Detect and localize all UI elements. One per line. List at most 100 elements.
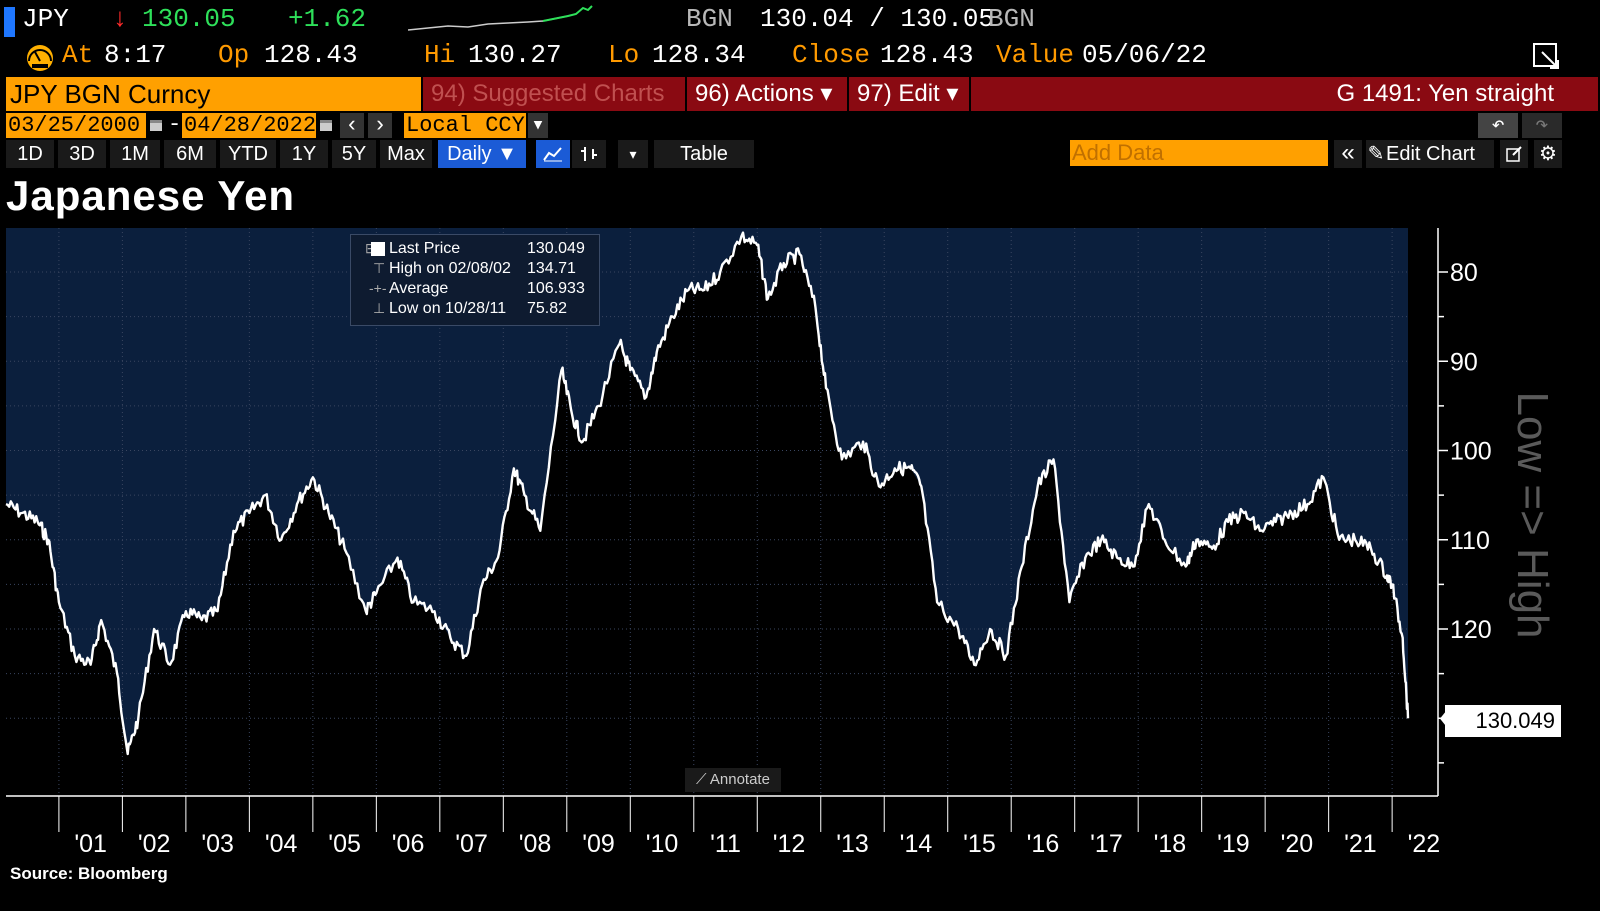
prev-period-button[interactable]: ‹ xyxy=(340,113,364,138)
range-tab-3d[interactable]: 3D xyxy=(58,140,106,168)
area-under-line xyxy=(6,236,1408,797)
redo-button[interactable]: ↷ xyxy=(1522,113,1562,138)
low-value: 128.34 xyxy=(652,40,746,70)
currency-select[interactable]: Local CCY xyxy=(404,113,526,138)
bar-chart-icon[interactable] xyxy=(572,140,606,168)
annotate-button[interactable]: ⟋ Annotate xyxy=(685,768,781,792)
x-tick-label: '09 xyxy=(582,830,615,858)
average-marker-icon: -+- xyxy=(369,280,387,296)
last-value-label: 130.049 xyxy=(1445,705,1561,737)
security-field[interactable]: JPY BGN Curncy xyxy=(6,77,421,111)
chart-title: Japanese Yen xyxy=(6,172,296,219)
last-price: 130.05 xyxy=(142,4,236,34)
quote-line: JPY ↓ 130.05 +1.62 BGN 130.04 / 130.05 B… xyxy=(0,0,1600,40)
range-tab-ytd[interactable]: YTD xyxy=(220,140,276,168)
ticker[interactable]: JPY xyxy=(22,4,69,34)
x-tick-label: '18 xyxy=(1154,830,1187,858)
x-tick-label: '03 xyxy=(201,830,234,858)
suggested-charts-button[interactable]: 94) Suggested Charts xyxy=(423,77,685,111)
price-line xyxy=(5,231,1410,756)
x-tick-label: '14 xyxy=(900,830,933,858)
quote-detail-line: At 8:17 Op 128.43 Hi 130.27 Lo 128.34 Cl… xyxy=(0,38,1600,74)
edit-button[interactable]: 97) Edit ▾ xyxy=(849,77,969,111)
yen-line-chart[interactable]: 80 90 100 110 120 '01 '02 '03 '04 '05 '06 '07 '08 '09… xyxy=(0,228,1600,878)
x-tick-label: '10 xyxy=(646,830,679,858)
high-value: 130.27 xyxy=(468,40,562,70)
gauge-icon[interactable] xyxy=(22,44,58,80)
at-label: At xyxy=(62,40,94,70)
table-button[interactable]: Table xyxy=(654,140,754,168)
annotate-label: Annotate xyxy=(709,771,770,788)
range-tab-5y[interactable]: 5Y xyxy=(332,140,376,168)
y-tick-label: 80 xyxy=(1450,259,1478,287)
y-axis-label: Low => High xyxy=(1508,391,1557,638)
y-tick-label: 120 xyxy=(1450,616,1492,644)
legend-swatch xyxy=(371,242,385,256)
bid-ask: 130.04 / 130.05 xyxy=(760,4,995,34)
collapse-legend-icon[interactable]: ⊟ xyxy=(365,240,377,257)
y-tick-label: 110 xyxy=(1450,527,1490,555)
x-tick-label: '16 xyxy=(1027,830,1060,858)
x-tick-label: '13 xyxy=(836,830,869,858)
x-tick-label: '21 xyxy=(1344,830,1377,858)
x-tick-label: '22 xyxy=(1408,830,1441,858)
high-label: Hi xyxy=(424,40,456,70)
legend-low-label: Low on 10/28/11 xyxy=(389,300,507,317)
x-tick-label: '17 xyxy=(1090,830,1123,858)
line-chart-icon[interactable] xyxy=(536,140,570,168)
pencil-icon: ✎ xyxy=(1367,143,1385,165)
x-tick-label: '07 xyxy=(455,830,488,858)
end-date-field[interactable]: 04/28/2022 xyxy=(182,113,317,138)
open-value: 128.43 xyxy=(264,40,358,70)
y-tick-label: 90 xyxy=(1450,348,1478,376)
x-tick-label: '15 xyxy=(963,830,996,858)
range-tab-1d[interactable]: 1D xyxy=(6,140,54,168)
undo-button[interactable]: ↶ xyxy=(1478,113,1518,138)
actions-button[interactable]: 96) Actions ▾ xyxy=(687,77,847,111)
range-tab-6m[interactable]: 6M xyxy=(164,140,216,168)
range-tab-1m[interactable]: 1M xyxy=(110,140,160,168)
collapse-button[interactable]: « xyxy=(1334,140,1362,168)
settings-gear-icon[interactable]: ⚙ xyxy=(1534,140,1562,168)
y-tick-label: 100 xyxy=(1450,438,1492,466)
range-tab-1y[interactable]: 1Y xyxy=(280,140,328,168)
currency-dropdown-icon[interactable]: ▾ xyxy=(528,113,548,138)
edit-layout-icon[interactable] xyxy=(1500,140,1528,168)
net-change: +1.62 xyxy=(288,4,367,34)
low-label: Lo xyxy=(608,40,640,70)
legend-high-value: 134.71 xyxy=(527,260,576,277)
x-tick-label: '08 xyxy=(519,830,552,858)
start-calendar-icon[interactable] xyxy=(146,113,166,138)
low-marker-icon: ⊥ xyxy=(373,300,386,316)
security-color-tag xyxy=(4,7,15,37)
next-period-button[interactable]: › xyxy=(368,113,392,138)
end-calendar-icon[interactable] xyxy=(316,113,336,138)
edit-chart-label: Edit Chart xyxy=(1386,143,1475,165)
high-marker-icon: ⊤ xyxy=(373,260,386,276)
ask-source: BGN xyxy=(988,4,1035,34)
frequency-select[interactable]: Daily ▼ xyxy=(438,140,526,168)
popout-icon[interactable] xyxy=(1532,42,1562,80)
x-tick-label: '12 xyxy=(773,830,806,858)
source-note: Source: Bloomberg xyxy=(10,864,168,883)
legend-average-value: 106.933 xyxy=(527,280,585,297)
sparkline-icon xyxy=(408,5,593,31)
x-tick-label: '02 xyxy=(138,830,171,858)
at-time: 8:17 xyxy=(104,40,167,70)
annotate-icon: ⟋ xyxy=(696,771,710,788)
edit-chart-button[interactable]: ✎Edit Chart xyxy=(1366,140,1494,168)
legend-average-label: Average xyxy=(389,280,449,297)
chart-type-dropdown[interactable]: ▾ xyxy=(618,140,648,168)
chart-legend[interactable]: ⊟ Last Price 130.049 ⊤ High on 02/08/02 … xyxy=(350,234,600,326)
range-tab-max[interactable]: Max xyxy=(380,140,432,168)
close-label: Close xyxy=(792,40,871,70)
date-toolbar: 03/25/2000 - 04/28/2022 ‹ › Local CCY ▾ … xyxy=(6,112,1598,138)
value-date-label: Value xyxy=(996,40,1075,70)
security-toolbar: JPY BGN Curncy 94) Suggested Charts 96) … xyxy=(6,77,1598,111)
value-date: 05/06/22 xyxy=(1082,40,1207,70)
bid-source: BGN xyxy=(686,4,733,34)
add-data-input[interactable]: Add Data xyxy=(1070,140,1328,166)
x-tick-label: '06 xyxy=(392,830,425,858)
legend-last-value: 130.049 xyxy=(527,240,585,257)
start-date-field[interactable]: 03/25/2000 xyxy=(6,113,146,138)
